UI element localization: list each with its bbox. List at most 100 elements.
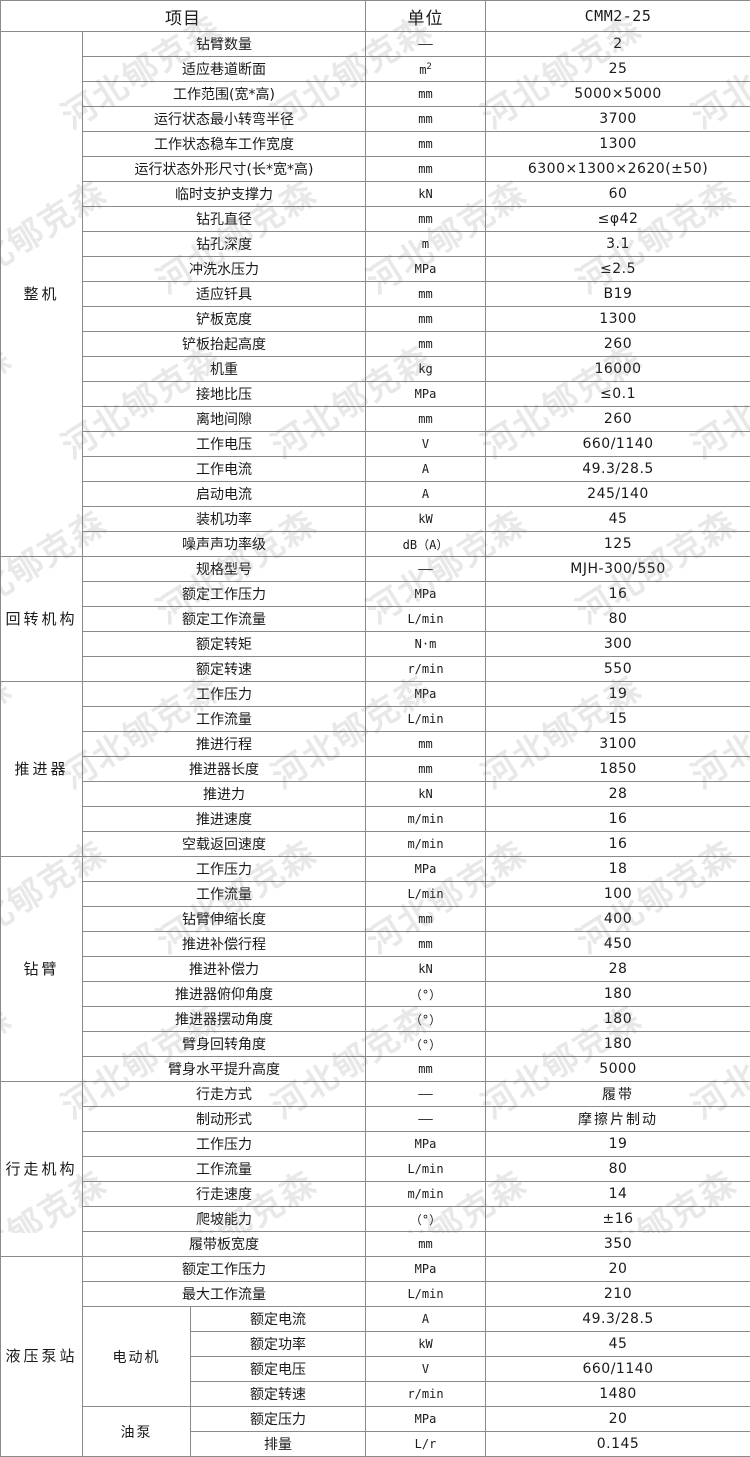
item-cell: 钻孔直径 [83, 207, 366, 232]
unit-cell: kg [366, 357, 486, 382]
value-cell: 100 [486, 882, 750, 907]
category-cell: 钻臂 [1, 857, 83, 1082]
header-item-label: 项目 [1, 1, 366, 32]
value-cell: 125 [486, 532, 750, 557]
value-cell: 660/1140 [486, 1357, 750, 1382]
value-cell: 1300 [486, 132, 750, 157]
value-cell: 履带 [486, 1082, 750, 1107]
subgroup-cell: 油泵 [83, 1407, 191, 1457]
unit-cell: kN [366, 782, 486, 807]
value-cell: 1300 [486, 307, 750, 332]
item-cell: 臂身水平提升高度 [83, 1057, 366, 1082]
header-model-label: CMM2-25 [486, 1, 750, 32]
item-cell: 推进补偿行程 [83, 932, 366, 957]
table-row: 臂身回转角度（°）180 [1, 1032, 750, 1057]
table-header: 项目 单位 CMM2-25 [1, 1, 750, 32]
unit-cell: mm [366, 1057, 486, 1082]
item-cell: 行走速度 [83, 1182, 366, 1207]
value-cell: 80 [486, 607, 750, 632]
item-cell: 运行状态外形尺寸(长*宽*高) [83, 157, 366, 182]
unit-cell: m2 [366, 57, 486, 82]
item-cell: 工作状态稳车工作宽度 [83, 132, 366, 157]
value-cell: 350 [486, 1232, 750, 1257]
item-cell: 推进补偿力 [83, 957, 366, 982]
value-cell: ≤0.1 [486, 382, 750, 407]
category-cell: 回转机构 [1, 557, 83, 682]
table-row: 制动形式——摩擦片制动 [1, 1107, 750, 1132]
item-cell: 工作流量 [83, 1157, 366, 1182]
value-cell: 550 [486, 657, 750, 682]
unit-cell: （°） [366, 1007, 486, 1032]
item-cell: 工作电流 [83, 457, 366, 482]
value-cell: 15 [486, 707, 750, 732]
value-cell: 245/140 [486, 482, 750, 507]
item-cell: 临时支护支撑力 [83, 182, 366, 207]
item-cell: 工作范围(宽*高) [83, 82, 366, 107]
unit-cell: V [366, 1357, 486, 1382]
value-cell: 400 [486, 907, 750, 932]
item-cell: 适应巷道断面 [83, 57, 366, 82]
item-cell: 推进力 [83, 782, 366, 807]
unit-cell: m/min [366, 1182, 486, 1207]
unit-cell: MPa [366, 382, 486, 407]
value-cell: 660/1140 [486, 432, 750, 457]
item-cell: 额定转速 [83, 657, 366, 682]
table-row: 推进器摆动角度（°）180 [1, 1007, 750, 1032]
value-cell: MJH-300/550 [486, 557, 750, 582]
unit-cell: （°） [366, 1032, 486, 1057]
unit-cell: A [366, 1307, 486, 1332]
value-cell: 45 [486, 1332, 750, 1357]
unit-cell: mm [366, 282, 486, 307]
header-unit-label: 单位 [366, 1, 486, 32]
item-cell: 制动形式 [83, 1107, 366, 1132]
unit-cell: mm [366, 332, 486, 357]
value-cell: 210 [486, 1282, 750, 1307]
unit-cell: dB（A） [366, 532, 486, 557]
item-cell: 离地间隙 [83, 407, 366, 432]
unit-cell: mm [366, 732, 486, 757]
item-cell: 推进器摆动角度 [83, 1007, 366, 1032]
table-row: 推进器俯仰角度（°）180 [1, 982, 750, 1007]
item-cell: 运行状态最小转弯半径 [83, 107, 366, 132]
unit-cell: mm [366, 1232, 486, 1257]
unit-cell: mm [366, 757, 486, 782]
item-cell: 钻臂数量 [83, 32, 366, 57]
value-cell: 6300×1300×2620(±50) [486, 157, 750, 182]
value-cell: ±16 [486, 1207, 750, 1232]
item-cell: 工作电压 [83, 432, 366, 457]
unit-cell: m/min [366, 832, 486, 857]
item-cell: 接地比压 [83, 382, 366, 407]
unit-cell: mm [366, 157, 486, 182]
item-cell: 启动电流 [83, 482, 366, 507]
value-cell: ≤φ42 [486, 207, 750, 232]
value-cell: 18 [486, 857, 750, 882]
value-cell: 180 [486, 1032, 750, 1057]
item-cell: 额定功率 [191, 1332, 366, 1357]
item-cell: 钻孔深度 [83, 232, 366, 257]
unit-cell: L/min [366, 1157, 486, 1182]
header-row: 项目 单位 CMM2-25 [1, 1, 750, 32]
value-cell: 0.145 [486, 1432, 750, 1457]
unit-cell: MPa [366, 857, 486, 882]
value-cell: 28 [486, 957, 750, 982]
